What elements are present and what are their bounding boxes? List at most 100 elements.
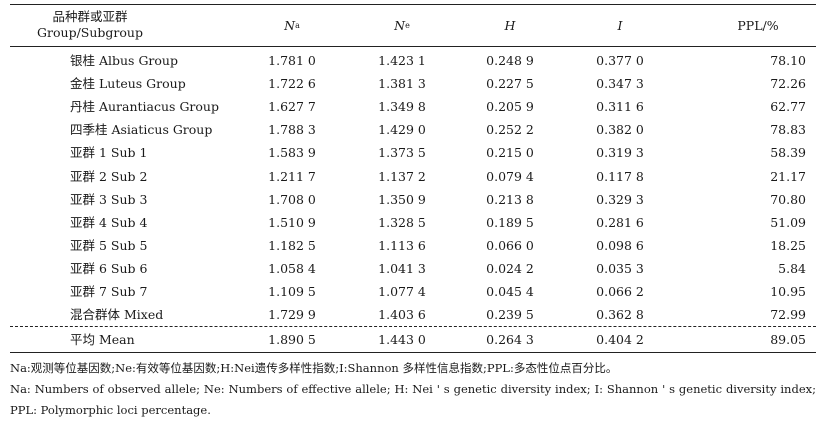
cell-name: 亚群 2 Sub 2 xyxy=(70,168,148,184)
cell-i: 0.035 3 xyxy=(596,260,644,276)
cell-ne: 1.429 0 xyxy=(378,122,426,138)
cell-ne: 1.349 8 xyxy=(378,99,426,115)
table-dashed-rule xyxy=(10,326,816,327)
cell-h: 0.066 0 xyxy=(486,237,534,253)
cell-name: 丹桂 Aurantiacus Group xyxy=(70,99,219,115)
table-row: 四季桂 Asiaticus Group 1.788 3 1.429 0 0.252 2… xyxy=(10,118,816,141)
cell-ne: 1.113 6 xyxy=(378,237,426,253)
cell-i: 0.319 3 xyxy=(596,145,644,161)
table-row: 亚群 3 Sub 3 1.708 0 1.350 9 0.213 8 0.329 3 70… xyxy=(10,188,816,211)
table-row: 银桂 Albus Group 1.781 0 1.423 1 0.248 9 0.377… xyxy=(10,49,816,72)
table-row: 亚群 6 Sub 6 1.058 4 1.041 3 0.024 2 0.035 3 5.… xyxy=(10,257,816,280)
mean-row-name: 平均 Mean xyxy=(70,332,135,347)
cell-ne: 1.350 9 xyxy=(378,191,426,207)
header-group-cn: 品种群或亚群 xyxy=(52,9,128,24)
cell-h: 0.024 2 xyxy=(486,260,534,276)
cell-ne: 1.423 1 xyxy=(378,53,426,68)
cell-i: 0.382 0 xyxy=(596,122,644,138)
cell-i: 0.281 6 xyxy=(596,214,644,230)
cell-ne: 1.373 5 xyxy=(378,145,426,161)
cell-ppl: 78.10 xyxy=(770,53,806,68)
cell-ppl: 62.77 xyxy=(770,99,806,115)
cell-ppl: 58.39 xyxy=(770,145,806,161)
header-i: I xyxy=(617,17,623,33)
cell-h: 0.215 0 xyxy=(486,145,534,161)
header-h: H xyxy=(504,17,516,33)
cell-i: 0.098 6 xyxy=(596,237,644,253)
table-row: 丹桂 Aurantiacus Group 1.627 7 1.349 8 0.205 … xyxy=(10,95,816,118)
cell-na: 1.781 0 xyxy=(268,53,316,68)
cell-h: 0.252 2 xyxy=(486,122,534,138)
note-chinese: Na:观测等位基因数;Ne:有效等位基因数;H:Nei遗传多样性指数;I:Sha… xyxy=(10,361,618,375)
table-notes: Na:观测等位基因数;Ne:有效等位基因数;H:Nei遗传多样性指数;I:Sha… xyxy=(10,358,816,421)
cell-name: 混合群体 Mixed xyxy=(70,307,164,323)
cell-name: 亚群 7 Sub 7 xyxy=(70,284,148,299)
cell-ppl: 18.25 xyxy=(770,237,806,253)
header-group: 品种群或亚群 Group/Subgroup xyxy=(10,4,170,46)
cell-name: 亚群 4 Sub 4 xyxy=(70,214,148,230)
cell-ne: 1.381 3 xyxy=(378,76,426,92)
cell-na: 1.729 9 xyxy=(268,307,316,323)
cell-h: 0.227 5 xyxy=(486,76,534,92)
table-row: 亚群 7 Sub 7 1.109 5 1.077 4 0.045 4 0.066 2 10… xyxy=(10,280,816,303)
cell-name: 亚群 1 Sub 1 xyxy=(70,145,148,161)
cell-i: 0.311 6 xyxy=(596,99,644,115)
cell-na: 1.211 7 xyxy=(268,168,316,184)
cell-i: 0.117 8 xyxy=(596,168,644,184)
cell-i: 0.066 2 xyxy=(596,284,644,299)
cell-ppl: 51.09 xyxy=(770,214,806,230)
header-group-en: Group/Subgroup xyxy=(37,25,143,40)
note-english-line-2: PPL: Polymorphic loci percentage. xyxy=(10,403,211,417)
cell-i: 0.377 0 xyxy=(596,53,644,68)
mean-row-na: 1.890 5 xyxy=(268,332,316,347)
note-english-line-1: Na: Numbers of observed allele; Ne: Numb… xyxy=(10,382,816,396)
mean-row-h: 0.264 3 xyxy=(486,332,534,347)
table-bottom-rule xyxy=(10,352,816,353)
cell-h: 0.239 5 xyxy=(486,307,534,323)
cell-ne: 1.403 6 xyxy=(378,307,426,323)
cell-na: 1.788 3 xyxy=(268,122,316,138)
cell-name: 金桂 Luteus Group xyxy=(70,76,186,92)
cell-ppl: 72.26 xyxy=(770,76,806,92)
cell-name: 亚群 6 Sub 6 xyxy=(70,260,148,276)
cell-h: 0.189 5 xyxy=(486,214,534,230)
cell-ppl: 70.80 xyxy=(770,191,806,207)
table-header-rule xyxy=(10,46,816,47)
table-row: 亚群 4 Sub 4 1.510 9 1.328 5 0.189 5 0.281 6 51… xyxy=(10,211,816,234)
table-row: 混合群体 Mixed 1.729 9 1.403 6 0.239 5 0.362 8 72… xyxy=(10,303,816,326)
cell-ppl: 5.84 xyxy=(778,260,806,276)
mean-row-ppl: 89.05 xyxy=(770,332,806,347)
table-top-rule xyxy=(10,4,816,5)
cell-ppl: 21.17 xyxy=(770,168,806,184)
table-row: 亚群 1 Sub 1 1.583 9 1.373 5 0.215 0 0.319 3 58… xyxy=(10,141,816,164)
cell-na: 1.182 5 xyxy=(268,237,316,253)
cell-na: 1.708 0 xyxy=(268,191,316,207)
cell-h: 0.205 9 xyxy=(486,99,534,115)
cell-i: 0.347 3 xyxy=(596,76,644,92)
mean-row-ne: 1.443 0 xyxy=(378,332,426,347)
cell-h: 0.045 4 xyxy=(486,284,534,299)
cell-i: 0.329 3 xyxy=(596,191,644,207)
cell-name: 亚群 3 Sub 3 xyxy=(70,191,148,207)
table-row: 亚群 2 Sub 2 1.211 7 1.137 2 0.079 4 0.117 8 21… xyxy=(10,165,816,188)
cell-h: 0.248 9 xyxy=(486,53,534,68)
cell-ppl: 72.99 xyxy=(770,307,806,323)
mean-row: 平均 Mean 1.890 5 1.443 0 0.264 3 0.404 2 … xyxy=(10,328,816,351)
cell-ppl: 10.95 xyxy=(770,284,806,299)
cell-i: 0.362 8 xyxy=(596,307,644,323)
cell-na: 1.627 7 xyxy=(268,99,316,115)
cell-ne: 1.041 3 xyxy=(378,260,426,276)
cell-ne: 1.077 4 xyxy=(378,284,426,299)
cell-name: 亚群 5 Sub 5 xyxy=(70,237,148,253)
cell-na: 1.058 4 xyxy=(268,260,316,276)
cell-na: 1.109 5 xyxy=(268,284,316,299)
cell-ne: 1.137 2 xyxy=(378,168,426,184)
cell-h: 0.079 4 xyxy=(486,168,534,184)
table-row: 亚群 5 Sub 5 1.182 5 1.113 6 0.066 0 0.098 6 18… xyxy=(10,234,816,257)
cell-na: 1.583 9 xyxy=(268,145,316,161)
header-ppl: PPL/% xyxy=(737,17,779,33)
table-row: 金桂 Luteus Group 1.722 6 1.381 3 0.227 5 0.34… xyxy=(10,72,816,95)
cell-na: 1.510 9 xyxy=(268,214,316,230)
